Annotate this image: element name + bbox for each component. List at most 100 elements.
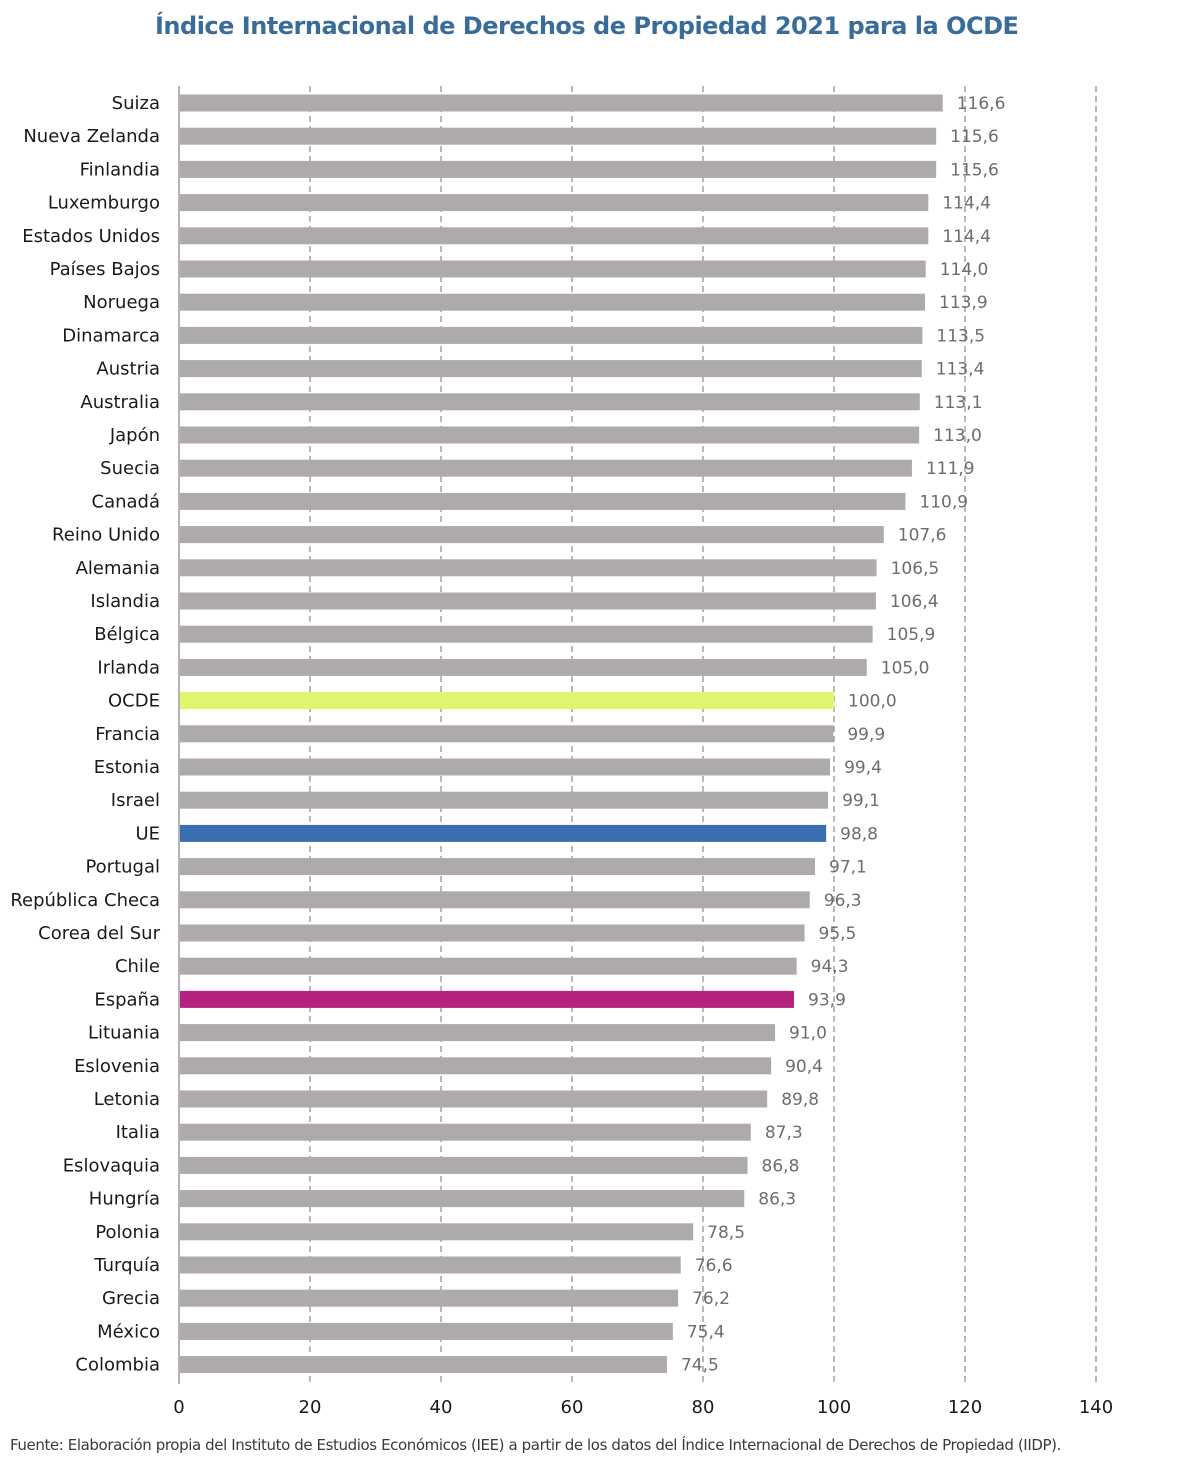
x-tick-label: 100	[817, 1397, 851, 1418]
category-label: Corea del Sur	[38, 923, 160, 944]
category-label: España	[94, 989, 160, 1010]
category-label: Islandia	[90, 591, 160, 612]
bar	[180, 426, 920, 444]
x-tick-label: 40	[430, 1397, 453, 1418]
value-label: 107,6	[898, 526, 947, 546]
category-label: Bélgica	[94, 624, 160, 645]
category-label: Japón	[109, 425, 160, 446]
category-labels: Suiza Nueva Zelanda Finlandia Luxemburgo Est…	[10, 93, 160, 1376]
x-tick-label: 80	[692, 1397, 715, 1418]
bar	[180, 1256, 681, 1274]
bar	[180, 1090, 768, 1108]
category-label: Finlandia	[80, 159, 160, 180]
value-label: 113,9	[939, 293, 988, 313]
value-label: 116,6	[957, 94, 1006, 114]
bar	[180, 1322, 673, 1340]
value-label: 91,0	[789, 1024, 827, 1044]
category-label: Letonia	[94, 1089, 160, 1110]
category-label: Lituania	[88, 1023, 160, 1044]
value-label: 90,4	[785, 1057, 823, 1077]
category-label: Noruega	[83, 292, 160, 313]
value-label: 75,4	[687, 1322, 725, 1342]
bar	[180, 526, 884, 544]
value-label: 94,3	[811, 957, 849, 977]
value-label: 97,1	[829, 858, 867, 878]
value-label: 76,2	[692, 1289, 730, 1309]
category-label: Países Bajos	[50, 259, 160, 280]
value-label: 113,5	[936, 326, 985, 346]
bar	[180, 127, 937, 145]
value-label: 86,3	[758, 1190, 796, 1210]
value-label: 105,0	[881, 658, 930, 678]
bar	[180, 1057, 772, 1075]
value-label: 113,0	[933, 426, 982, 446]
bars	[180, 94, 943, 1374]
category-label: Turquía	[93, 1255, 160, 1276]
category-label: Eslovenia	[74, 1056, 160, 1077]
category-label: Australia	[80, 392, 160, 413]
category-label: Alemania	[76, 558, 160, 579]
value-label: 110,9	[919, 492, 968, 512]
category-label: Irlanda	[97, 657, 160, 678]
value-label: 114,4	[942, 194, 991, 214]
x-tick-label: 0	[173, 1397, 184, 1418]
category-label: Colombia	[75, 1355, 160, 1376]
value-label: 87,3	[765, 1123, 803, 1143]
value-label: 106,4	[890, 592, 939, 612]
value-label: 115,6	[950, 127, 999, 147]
value-label: 113,4	[936, 360, 985, 380]
bar	[180, 1156, 748, 1174]
value-label: 100,0	[848, 692, 897, 712]
category-label: Suiza	[112, 93, 160, 114]
value-label: 105,9	[887, 625, 936, 645]
category-label: Italia	[116, 1122, 160, 1143]
x-tick-label: 20	[299, 1397, 322, 1418]
chart-title: Índice Internacional de Derechos de Prop…	[155, 12, 1019, 40]
value-label: 95,5	[819, 924, 857, 944]
value-label: 86,8	[762, 1156, 800, 1176]
bar	[180, 1289, 679, 1307]
category-label: Chile	[115, 956, 160, 977]
value-label: 99,9	[847, 725, 885, 745]
category-label: Estados Unidos	[22, 226, 160, 247]
bar	[180, 393, 920, 411]
bar	[180, 692, 834, 710]
bar	[180, 326, 923, 344]
value-label: 111,9	[926, 459, 975, 479]
category-label: Suecia	[100, 458, 160, 479]
value-label: 113,1	[934, 393, 983, 413]
bar	[180, 990, 795, 1008]
category-label: Francia	[95, 724, 160, 745]
bar	[180, 625, 873, 643]
category-label: UE	[135, 823, 160, 844]
category-label: Israel	[111, 790, 160, 811]
value-label: 99,1	[842, 791, 880, 811]
category-label: República Checa	[10, 890, 160, 911]
bar	[180, 957, 797, 975]
value-label: 99,4	[844, 758, 882, 778]
category-label: Reino Unido	[52, 525, 160, 546]
bar	[180, 1223, 694, 1241]
value-label: 78,5	[707, 1223, 745, 1243]
value-labels: 116,6 115,6 115,6 114,4 114,4 114,0 113,9 113,5…	[681, 94, 1005, 1376]
category-label: Portugal	[85, 857, 160, 878]
value-label: 93,9	[808, 990, 846, 1010]
bar	[180, 1024, 776, 1042]
value-label: 106,5	[891, 559, 940, 579]
bar	[180, 924, 805, 942]
category-label: Luxemburgo	[48, 193, 160, 214]
bar	[180, 260, 926, 278]
bar	[180, 227, 929, 245]
source-note: Fuente: Elaboración propia del Instituto…	[10, 1436, 1061, 1454]
category-label: México	[97, 1321, 160, 1342]
bar	[180, 1356, 667, 1374]
bar	[180, 658, 867, 676]
bar	[180, 94, 943, 112]
value-label: 98,8	[840, 824, 878, 844]
value-label: 74,5	[681, 1356, 719, 1376]
value-label: 96,3	[824, 891, 862, 911]
bar	[180, 858, 816, 876]
bar	[180, 160, 937, 178]
bar	[180, 459, 912, 477]
